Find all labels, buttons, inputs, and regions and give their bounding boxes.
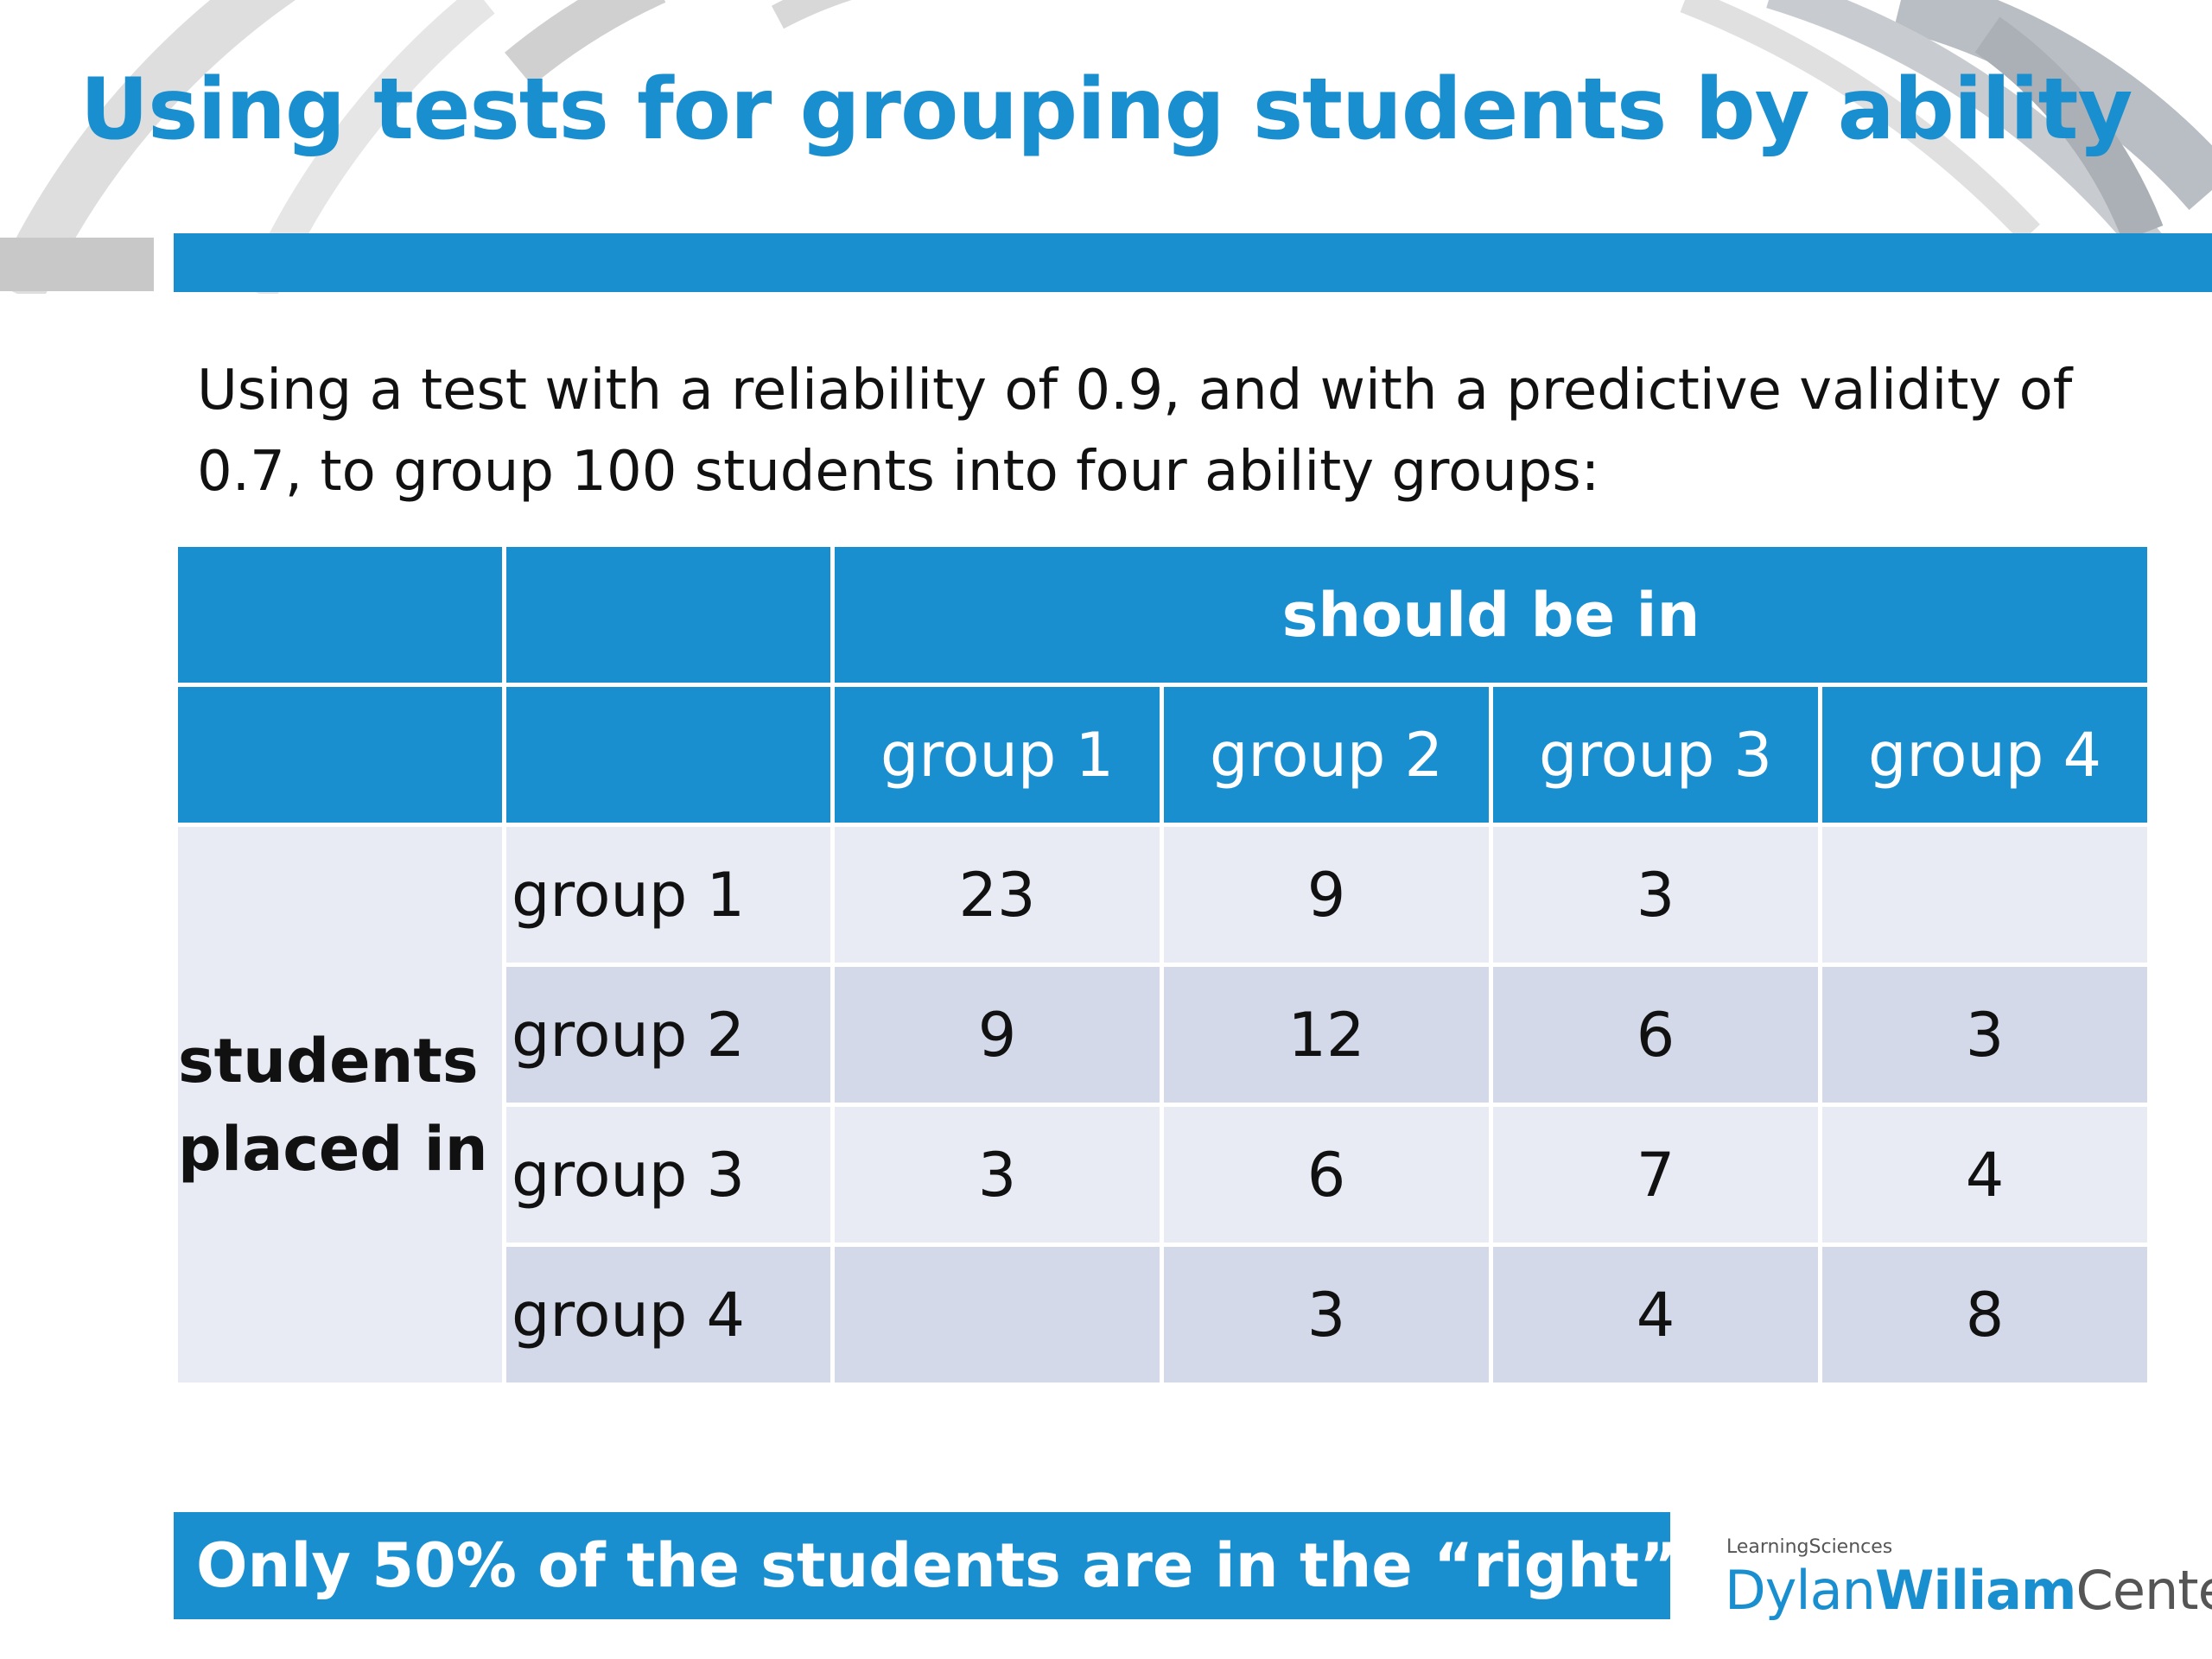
table-cell: 4 <box>1818 1103 2152 1247</box>
table-cell: 6 <box>1160 1103 1493 1247</box>
conclusion-banner: Only 50% of the students are in the “rig… <box>174 1512 1901 1619</box>
header-blank-3 <box>174 683 506 827</box>
table-cell: 8 <box>1818 1243 2152 1387</box>
center-logo: LearningSciences DylanWiliamCenter <box>1725 1529 2212 1624</box>
column-header: group 3 <box>1489 683 1822 827</box>
row-label: group 3 <box>502 1103 835 1247</box>
table-cell: 9 <box>830 963 1164 1107</box>
column-header: group 2 <box>1160 683 1493 827</box>
table-cell: 3 <box>1818 963 2152 1107</box>
row-label: group 4 <box>502 1243 835 1387</box>
header-blank-2 <box>502 543 835 687</box>
table-cell: 4 <box>1489 1243 1822 1387</box>
logo-name-wiliam: Wiliam <box>1874 1559 2077 1622</box>
table-cell: 6 <box>1489 963 1822 1107</box>
table-cell <box>1818 823 2152 967</box>
table-row: group 4 3 4 8 <box>175 1243 2152 1387</box>
slide-title: Using tests for grouping students by abi… <box>79 60 2133 159</box>
column-header: group 1 <box>830 683 1164 827</box>
logo-wordmark: DylanWiliamCenter <box>1725 1559 2212 1622</box>
table-cell: 7 <box>1489 1103 1822 1247</box>
table-cell: 3 <box>1489 823 1822 967</box>
logo-name-dylan: Dylan <box>1725 1559 1876 1622</box>
table-cell: 9 <box>1160 823 1493 967</box>
row-label: group 1 <box>502 823 835 967</box>
decorative-arcs <box>0 0 2212 294</box>
table-row: group 3 3 6 7 4 <box>175 1103 2152 1247</box>
table-cell: 12 <box>1160 963 1493 1107</box>
title-rule <box>174 233 2212 292</box>
intro-text: Using a test with a reliability of 0.9, … <box>197 359 2073 504</box>
header-blank-4 <box>502 683 835 827</box>
ability-grouping-table: should be in group 1 group 2 group 3 gro… <box>174 543 2152 1387</box>
column-header: group 4 <box>1818 683 2152 827</box>
row-axis-label-text: students placed in <box>178 1025 488 1185</box>
header-should-be-in: should be in <box>830 543 2152 687</box>
row-axis-label: students placed in <box>174 823 506 1387</box>
logo-name-center: Center <box>2075 1559 2212 1622</box>
table-cell <box>830 1243 1164 1387</box>
table-row: group 2 9 12 6 3 <box>175 963 2152 1107</box>
table-cell: 3 <box>1160 1243 1493 1387</box>
header-blank-1 <box>174 543 506 687</box>
decorative-stub <box>0 238 154 291</box>
table-row: students placed in group 1 23 9 3 <box>174 823 2152 1387</box>
table-cell: 3 <box>830 1103 1164 1247</box>
logo-tagline: LearningSciences <box>1726 1536 1893 1558</box>
row-label: group 2 <box>502 963 835 1107</box>
table-cell: 23 <box>830 823 1164 967</box>
